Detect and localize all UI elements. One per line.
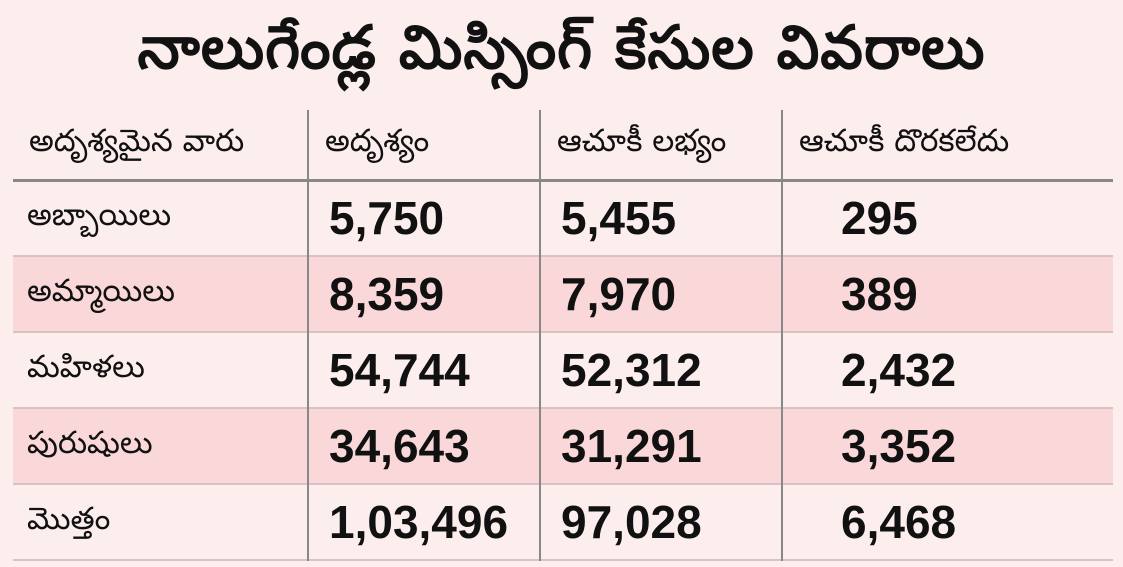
table-cell: 97,028 (540, 484, 783, 560)
table-row: మహిళలు 54,744 52,312 2,432 (13, 332, 1113, 408)
column-header: ఆచూకీ లభ్యం (540, 110, 783, 182)
table-cell: 3,352 (782, 408, 1113, 484)
row-label: మొత్తం (13, 484, 309, 560)
table-cell: 34,643 (308, 408, 541, 484)
table-cell: 31,291 (540, 408, 783, 484)
row-label: మహిళలు (13, 332, 309, 408)
table-cell: 6,468 (841, 496, 957, 548)
chart-title: నాలుగేండ్ల మిస్సింగ్ కేసుల వివరాలు (137, 13, 986, 83)
table-cell: 52,312 (540, 332, 783, 408)
table-cell: 5,455 (540, 180, 783, 256)
table-row-total: మొత్తం 1,03,496 97,028 6,468 (13, 484, 1113, 560)
column-header: ఆచూకీ దొరకలేదు (782, 110, 1113, 182)
table-cell: 7,970 (540, 256, 783, 332)
table-cell: 8,359 (308, 256, 541, 332)
table-row: అబ్బాయిలు 5,750 5,455 295 (13, 180, 1113, 256)
table-cell: 54,744 (308, 332, 541, 408)
row-label: అబ్బాయిలు (13, 180, 309, 256)
row-label: అమ్మాయిలు (13, 256, 309, 332)
header-row: అదృశ్యమైన వారు అదృశ్యం ఆచూకీ లభ్యం ఆచూకీ… (13, 110, 1113, 182)
table-row: అమ్మాయిలు 8,359 7,970 389 (13, 256, 1113, 332)
table-row: పురుషులు 34,643 31,291 3,352 (13, 408, 1113, 484)
table-cell: 5,750 (308, 180, 541, 256)
missing-cases-table: అదృశ్యమైన వారు అదృశ్యం ఆచూకీ లభ్యం ఆచూకీ… (13, 110, 1113, 561)
column-header: అదృశ్యమైన వారు (13, 110, 309, 182)
table-cell: 1,03,496 (308, 484, 541, 560)
table-cell: 389 (782, 256, 1113, 332)
row-label: పురుషులు (13, 408, 309, 484)
table-cell: 2,432 (841, 344, 957, 396)
table-cell: 295 (841, 192, 918, 245)
column-header: అదృశ్యం (308, 110, 541, 182)
